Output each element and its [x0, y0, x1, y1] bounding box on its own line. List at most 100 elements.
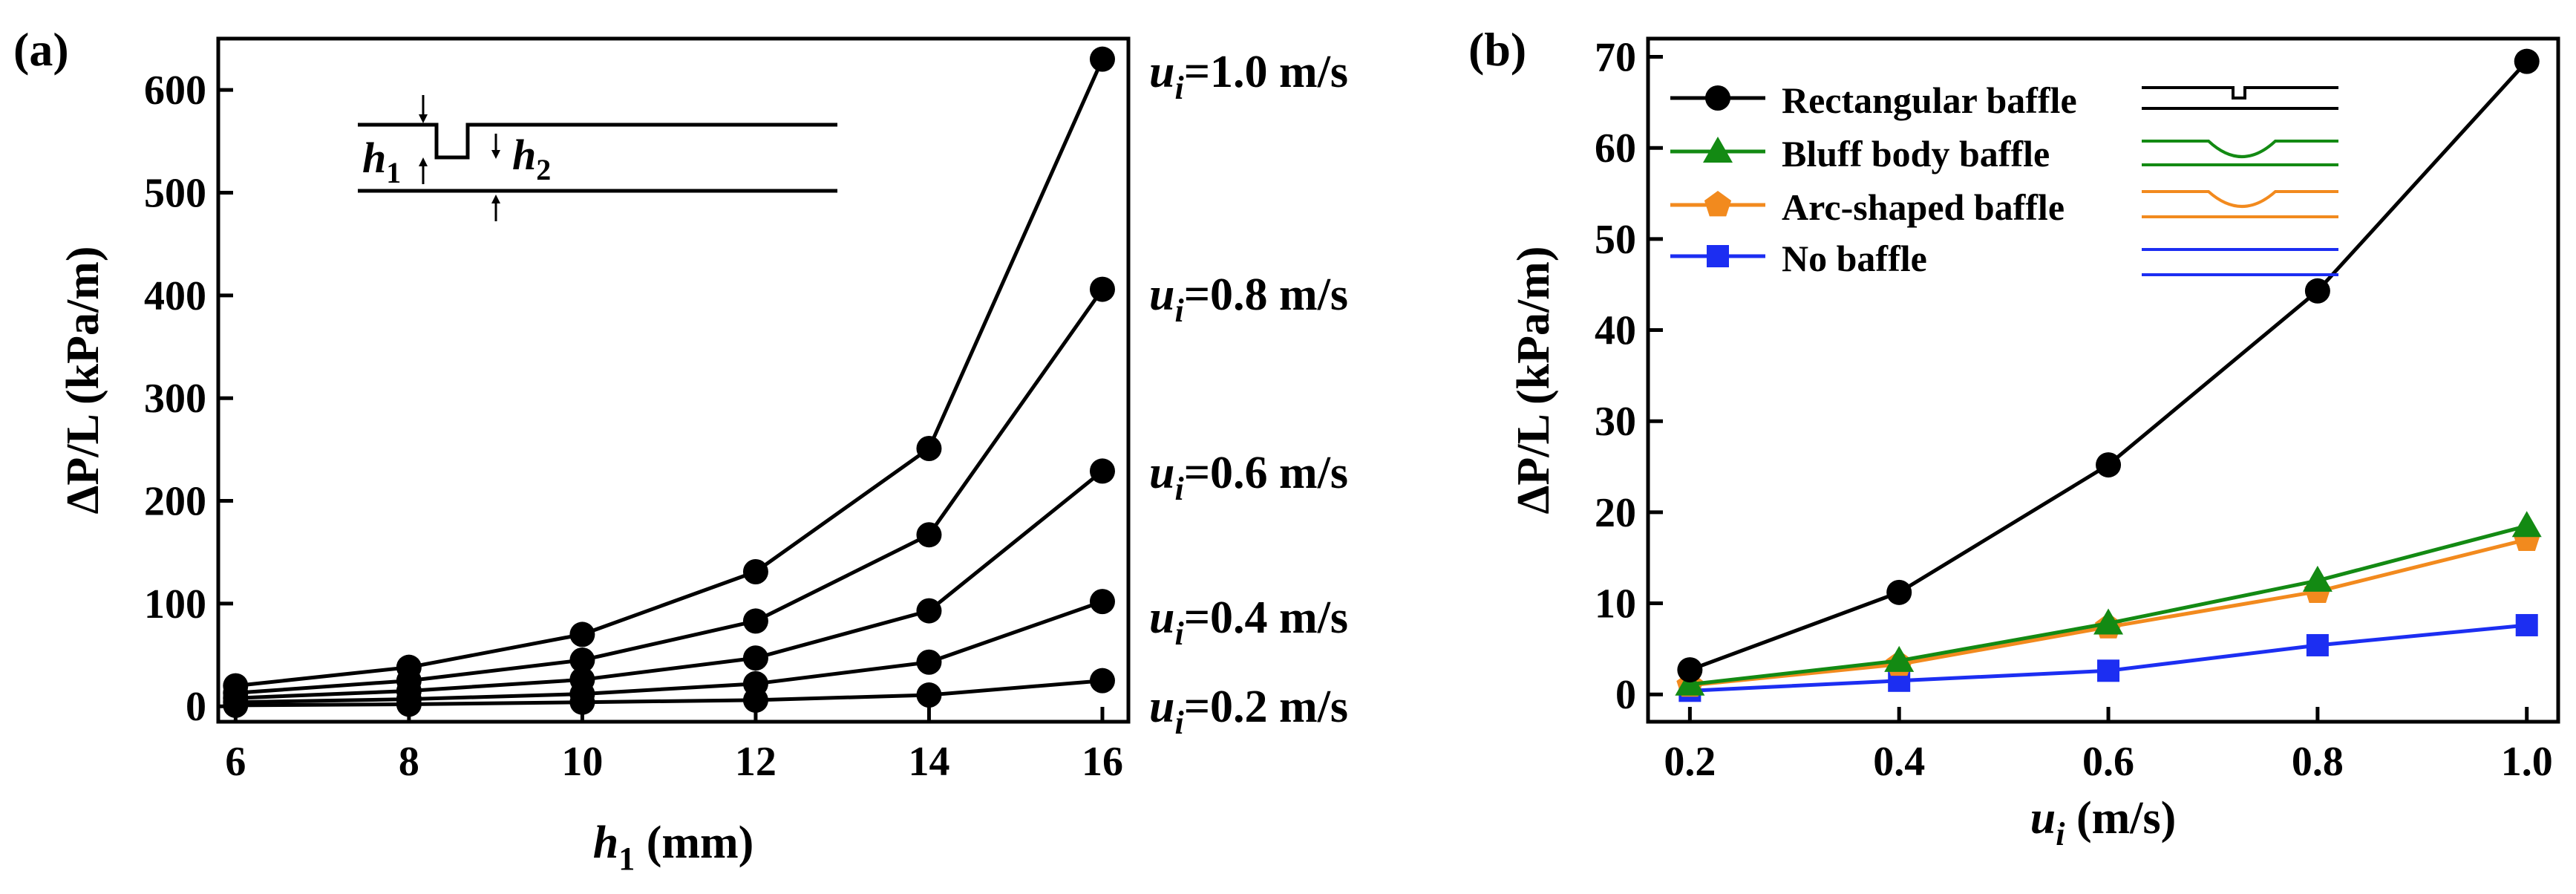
- data-point: [1675, 669, 1705, 696]
- panel-a-y-tick-label: 0: [186, 684, 206, 730]
- panel-a-y-tick-label: 600: [144, 68, 206, 114]
- data-point: [569, 621, 595, 647]
- panel-a-x-tick-label: 8: [399, 739, 419, 785]
- panel-b-y-tick-label: 10: [1595, 581, 1636, 627]
- panel-b-x-ticks: 0.2 0.4 0.6 0.8 1.0: [1664, 707, 2553, 785]
- data-point: [916, 649, 942, 675]
- panel-b: (b) 0.2 0.4 0.6 0.8 1.0 0 10 20 30 40 50 60 70 Rect…: [1468, 23, 2560, 852]
- panel-a-y-tick-label: 400: [144, 273, 206, 319]
- panel-a-x-tick-label: 16: [1082, 739, 1123, 785]
- svg-text:No baffle: No baffle: [1782, 238, 1927, 279]
- svg-text:Bluff body baffle: Bluff body baffle: [1782, 133, 2050, 174]
- panel-a-y-tick-label: 300: [144, 376, 206, 422]
- legend-entry-bluff: Bluff body baffle: [1670, 133, 2338, 174]
- data-point: [2306, 633, 2329, 656]
- series-label: ui=0.6 m/s: [1149, 448, 1348, 507]
- data-point: [2515, 613, 2538, 636]
- panel-b-x-tick-label: 0.6: [2082, 739, 2134, 785]
- inset-h2-label: h2: [512, 131, 551, 186]
- data-point: [223, 692, 249, 718]
- panel-a-x-tick-label: 6: [225, 739, 246, 785]
- series-label: ui=0.4 m/s: [1149, 593, 1348, 652]
- data-point: [2302, 565, 2333, 592]
- panel-b-x-tick-label: 0.2: [1664, 739, 1716, 785]
- legend: Rectangular baffle Bluff body baffle Arc…: [1670, 79, 2338, 279]
- panel-a-x-ticks: 6 8 10 12 14 16: [225, 707, 1123, 785]
- bluff-baffle-glyph-icon: [2142, 140, 2338, 158]
- data-point: [1089, 668, 1115, 694]
- series-label: ui=0.2 m/s: [1149, 682, 1348, 741]
- series-line: [223, 668, 1115, 718]
- data-point: [916, 682, 942, 708]
- data-point: [2096, 452, 2122, 478]
- panel-a-series-labels: ui=1.0 m/s ui=0.8 m/s ui=0.6 m/s ui=0.4 m/s…: [1149, 47, 1348, 741]
- legend-marker-icon: [1704, 191, 1732, 217]
- data-point: [1089, 458, 1115, 484]
- rectangular-baffle-glyph-icon: [2142, 86, 2338, 99]
- inset-h1-label: h1: [362, 134, 401, 189]
- panel-b-x-tick-label: 0.4: [1873, 739, 1925, 785]
- data-point: [1089, 276, 1115, 302]
- data-point: [916, 598, 942, 624]
- data-point: [2511, 511, 2542, 538]
- panel-b-y-tick-label: 60: [1595, 125, 1636, 172]
- series-bluff: [1675, 511, 2542, 696]
- series-rectangular: [1677, 48, 2540, 683]
- data-point: [916, 522, 942, 548]
- panel-a-x-tick-label: 14: [908, 739, 949, 785]
- series-label: ui=1.0 m/s: [1149, 47, 1348, 106]
- panel-a-x-axis-title: h1 (mm): [593, 818, 754, 877]
- legend-entry-none: No baffle: [1670, 238, 2338, 279]
- panel-b-label: (b): [1468, 23, 1526, 76]
- data-point: [1884, 645, 1915, 672]
- data-point: [742, 559, 768, 585]
- data-point: [2304, 278, 2330, 304]
- panel-b-y-ticks: 0 10 20 30 40 50 60 70: [1595, 35, 1663, 718]
- panel-b-x-axis-title: ui (m/s): [2030, 793, 2177, 852]
- data-point: [742, 645, 768, 671]
- svg-text:Arc-shaped baffle: Arc-shaped baffle: [1782, 186, 2065, 228]
- panel-b-frame: [1646, 36, 2560, 724]
- panel-b-y-axis-title: ΔP/L (kPa/m): [1508, 247, 1559, 515]
- data-point: [569, 689, 595, 715]
- panel-b-y-tick-label: 70: [1595, 35, 1636, 81]
- panel-a-series: [223, 46, 1115, 718]
- legend-marker-icon: [1703, 137, 1733, 163]
- data-point: [2093, 608, 2124, 635]
- panel-b-y-tick-label: 50: [1595, 217, 1636, 263]
- legend-entry-rectangular: Rectangular baffle: [1670, 79, 2338, 121]
- data-point: [2514, 48, 2540, 74]
- data-point: [916, 436, 942, 461]
- legend-marker-icon: [1707, 245, 1729, 267]
- panel-a-y-ticks: 0 100 200 300 400 500 600: [144, 68, 233, 730]
- data-point: [396, 691, 422, 717]
- arc-baffle-glyph-icon: [2142, 190, 2338, 208]
- data-point: [1677, 657, 1703, 683]
- svg-text:Rectangular baffle: Rectangular baffle: [1782, 79, 2077, 121]
- data-point: [742, 608, 768, 634]
- data-point: [1089, 46, 1115, 72]
- data-point: [1089, 589, 1115, 615]
- legend-marker-icon: [1705, 85, 1730, 111]
- panel-a-y-axis-title: ΔP/L (kPa/m): [58, 247, 108, 515]
- panel-a-frame: [216, 36, 1131, 724]
- panel-a-label: (a): [13, 23, 69, 76]
- panel-a-y-tick-label: 200: [144, 479, 206, 525]
- channel-schematic-inset: [358, 95, 837, 221]
- panel-b-y-tick-label: 0: [1615, 672, 1636, 718]
- panel-a-y-tick-label: 100: [144, 581, 206, 627]
- panel-b-series: [1675, 48, 2542, 702]
- data-point: [742, 687, 768, 713]
- panel-b-y-tick-label: 20: [1595, 490, 1636, 536]
- panel-a: (a) 6 8 10 12 14 16 0 100 200 300 400 500 600 ui=1.…: [13, 23, 1348, 877]
- series-label: ui=0.8 m/s: [1149, 270, 1348, 329]
- panel-b-x-tick-label: 1.0: [2501, 739, 2553, 785]
- panel-b-y-tick-label: 30: [1595, 399, 1636, 445]
- legend-entry-arc: Arc-shaped baffle: [1670, 186, 2338, 228]
- panel-a-y-tick-label: 500: [144, 171, 206, 217]
- panel-b-y-tick-label: 40: [1595, 308, 1636, 354]
- panel-a-x-tick-label: 12: [735, 739, 777, 785]
- data-point: [2097, 659, 2120, 682]
- data-point: [569, 647, 595, 673]
